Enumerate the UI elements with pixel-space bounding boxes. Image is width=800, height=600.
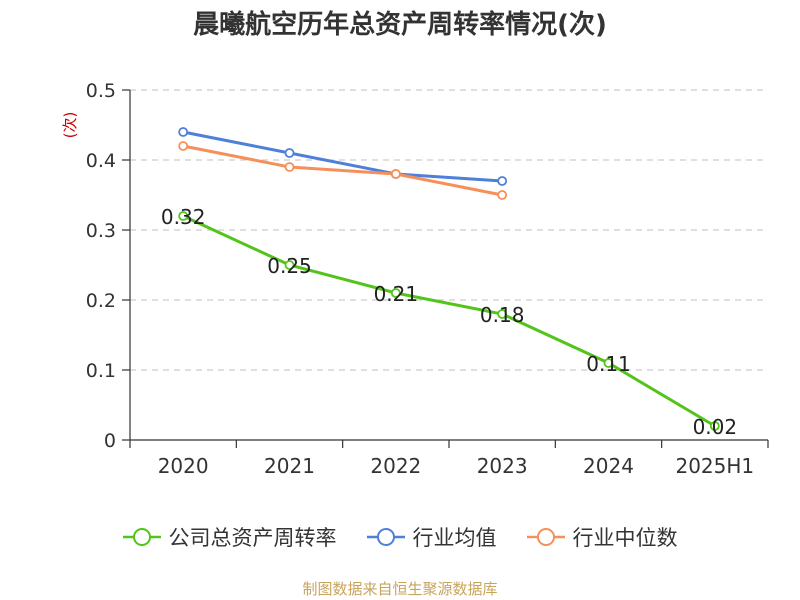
x-tick-label: 2022 — [370, 454, 421, 478]
data-point — [603, 358, 614, 368]
data-label: 0.21 — [374, 282, 419, 306]
data-labels: 0.32 0.25 0.21 0.18 0.11 0.02 — [161, 205, 737, 439]
data-point — [178, 127, 189, 137]
data-label: 0.02 — [693, 415, 738, 439]
legend-label: 行业均值 — [412, 526, 497, 550]
series-line-1 — [182, 130, 503, 183]
data-label: 0.18 — [480, 303, 525, 327]
data-point — [284, 162, 295, 172]
series — [178, 127, 720, 431]
y-tick-label: 0.5 — [86, 80, 116, 102]
legend: 公司总资产周转率 行业均值 行业中位数 — [0, 520, 800, 554]
legend-item[interactable]: 行业均值 — [366, 522, 497, 552]
legend-label: 公司总资产周转率 — [168, 526, 337, 550]
legend-item[interactable]: 公司总资产周转率 — [122, 522, 337, 552]
x-tick-label: 2023 — [477, 454, 528, 478]
data-point — [390, 288, 401, 298]
x-tick-label: 2024 — [583, 454, 634, 478]
data-label: 0.32 — [161, 205, 206, 229]
x-tick-label: 2025H1 — [675, 454, 754, 478]
data-point — [497, 309, 508, 319]
y-tick-label: 0.4 — [86, 150, 116, 172]
data-point — [390, 169, 401, 179]
data-point — [709, 421, 720, 431]
grid-lines — [130, 89, 768, 371]
data-point — [284, 148, 295, 158]
data-point — [497, 190, 508, 200]
data-point — [178, 211, 189, 221]
legend-swatch — [122, 528, 161, 546]
legend-swatch — [366, 528, 405, 546]
series-line-2 — [182, 144, 503, 197]
y-axis-title: (次) — [61, 112, 79, 139]
source-note: 制图数据来自恒生聚源数据库 — [302, 580, 498, 598]
y-tick-label: 0.2 — [86, 290, 116, 312]
y-tick-label: 0.3 — [86, 220, 116, 242]
data-point — [497, 176, 508, 186]
x-tick-label: 2021 — [264, 454, 315, 478]
data-label: 0.25 — [267, 254, 312, 278]
y-tick-label: 0.1 — [86, 360, 116, 382]
legend-marker — [536, 528, 555, 546]
legend-item[interactable]: 行业中位数 — [526, 522, 678, 552]
legend-swatch — [526, 528, 565, 546]
axes: 0 0.1 0.2 0.3 0.4 0.5 2020 2021 2022 2023 2024 2025… — [61, 80, 769, 478]
data-point — [284, 260, 295, 270]
series-line-0 — [182, 214, 716, 428]
legend-marker — [132, 528, 151, 546]
y-tick-label: 0 — [104, 430, 116, 452]
chart-title: 晨曦航空历年总资产周转率情况(次) — [193, 10, 607, 40]
legend-label: 行业中位数 — [572, 526, 678, 550]
legend-marker — [376, 528, 395, 546]
data-label: 0.11 — [586, 352, 631, 376]
x-tick-label: 2020 — [158, 454, 209, 478]
data-point — [178, 141, 189, 151]
